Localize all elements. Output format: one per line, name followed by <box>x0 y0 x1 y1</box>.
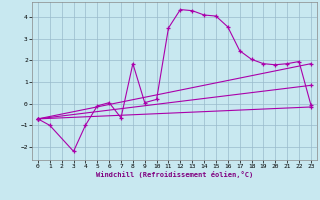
X-axis label: Windchill (Refroidissement éolien,°C): Windchill (Refroidissement éolien,°C) <box>96 171 253 178</box>
